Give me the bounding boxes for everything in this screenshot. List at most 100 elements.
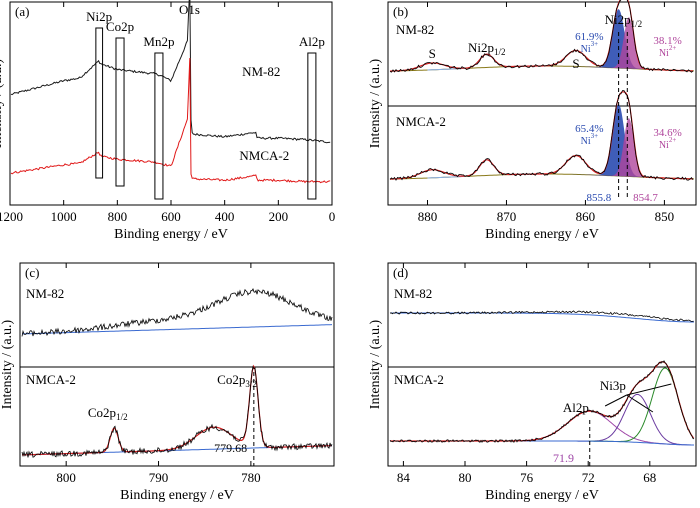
panel-b-ni3-label-top-subscript: 3+ [591,40,599,48]
panel-b-tick-label: 870 [497,209,517,224]
panel-d-x-label: Binding energy / eV [485,488,599,503]
panel-c-sample-bottom: NMCA-2 [26,372,76,387]
panel-c-tick-label: 780 [241,470,261,485]
panel-c-tick-label: 790 [149,470,169,485]
panel-c-nm82-background [22,324,333,335]
panel-b-tick-label: 880 [418,209,438,224]
panel-a-box-co2p [115,37,125,187]
panel-b-ni2-label-top-main: Ni [659,48,669,59]
panel-c-nmca2-raw [21,365,333,458]
panel-b-ni2p12-label: Ni2p1/2 [468,40,506,57]
panel-b-ni2p12-label-subscript: 1/2 [494,47,506,57]
panel-a-series-nmca-2 [10,57,331,184]
panel-d-nm82-raw [389,310,694,322]
panel-b-ni3-label-bottom-main: Ni [581,136,591,147]
panel-d-ni3p-arrow-3 [604,394,627,407]
panel-a-series-nm-82 [10,0,331,144]
panel-c-co2p32-label: Co2p3/2 [217,372,257,389]
panel-b-nmca2-ni2-component [585,118,673,179]
panel-b-ni3-label-bottom: Ni3+ [581,132,599,147]
panel-b-ni3-share-top: 61.9% [575,31,603,43]
panel-b-line-label-855-8: 855.8 [586,192,611,204]
panel-b-x-label: Binding energy / eV [485,227,599,242]
panel-b-y-label: Intensity / (a.u.) [368,58,383,148]
panel-c-x-label: Binding energy / eV [120,488,234,503]
panel-b-ni3-label-top-main: Ni [581,44,591,55]
panel-a-tick-label: 800 [108,209,128,224]
panel-d-sample-bottom: NMCA-2 [394,372,444,387]
panel-d-ni3p-label: Ni3p [600,378,626,393]
panel-d-panel-label: (d) [393,265,408,280]
panel-a-annotation-mn2p: Mn2p [143,34,174,49]
panel-d-nmca2-raw [389,360,695,444]
panel-a-tick-label: 200 [269,209,289,224]
panel-d-ni3p-arrow-1 [626,394,654,413]
panel-b-ni2-label-top-subscript: 2+ [669,44,677,52]
panel-a-tick-label: 1000 [51,209,77,224]
panel-b-ni2-share-top: 38.1% [653,35,681,47]
panel-b-ni3-share-bottom: 65.4% [575,123,603,135]
panel-a-tick-label: 1200 [0,209,23,224]
panel-b-nm82-raw [389,0,694,73]
panel-d-frame [387,262,697,467]
panel-b-ni2-label-bottom-subscript: 2+ [669,136,677,144]
panel-d-tick-label: 76 [520,470,534,485]
panel-a-annotation-al2p: Al2p [299,34,325,49]
panel-c-y-label: Intensity / (a.u.) [0,319,15,409]
panel-c-co2p12-label-main: Co2p [88,405,116,420]
panel-a-annotation-co2p: Co2p [106,19,134,34]
panel-d-tick-label: 80 [459,470,472,485]
panel-b-nmca2-ni3-component [569,104,665,178]
panel-b-ni3-label-bottom-subscript: 3+ [591,132,599,140]
panel-b-satellite-1: S [429,46,436,61]
panel-d-sample-top: NM-82 [394,286,432,301]
panel-b-ni2p12-label-main: Ni2p [468,40,494,55]
panel-d-al2p-component [495,410,680,446]
panel-d-tick-label: 84 [397,470,411,485]
panel-b-sample-bottom: NMCA-2 [396,114,446,129]
panel-b-ni2-label-top: Ni2+ [659,44,677,59]
panel-b-sample-top: NM-82 [396,22,434,37]
panel-c-co2p32-label-subscript: 3/2 [245,379,257,389]
panel-c-co2p32-label-main: Co2p [217,372,245,387]
panel-b-tick-label: 850 [655,209,675,224]
panel-c-tick-label: 800 [56,470,76,485]
panel-b-nmca2-fit [389,91,693,180]
panel-b-ni2-label-bottom: Ni2+ [659,136,677,151]
panel-a-box-mn2p [154,52,164,200]
panel-d-nm82-background [390,312,694,323]
panel-b-ni2-label-bottom-main: Ni [659,140,669,151]
panel-a-frame [9,1,333,206]
panel-a-box-al2p [307,52,317,200]
panel-c-co2p12-label-subscript: 1/2 [116,412,128,422]
panel-d-tick-label: 72 [582,470,595,485]
panel-d-tick-label: 68 [643,470,656,485]
panel-a-x-label: Binding energy / eV [114,227,228,242]
panel-c-sample-top: NM-82 [26,286,64,301]
panel-a-y-label: Intensity / (a.u.) [0,58,5,148]
panel-c-frame [19,262,335,467]
panel-b-nm82-ni3-component [569,9,665,71]
panel-c-panel-label: (c) [25,265,39,280]
panel-b-ni2-share-bottom: 34.6% [653,127,681,139]
panel-a-annotation-nm82: NM-82 [242,64,280,79]
panel-a-annotation-o1s: O1s [179,2,200,17]
panel-a-tick-label: 600 [161,209,181,224]
panel-b-tick-label: 860 [576,209,596,224]
panel-b-ni2p32-label-main: Ni2p [605,12,631,27]
panel-b-frame [387,1,697,206]
panel-a-tick-label: 0 [329,209,336,224]
panel-c-co2p12-label: Co2p1/2 [88,405,128,422]
panel-a-annotation-nmca2: NMCA-2 [239,148,289,163]
panel-c-peak-label: 779.68 [214,441,247,455]
panel-a-panel-label: (a) [15,4,29,19]
panel-b-satellite-2: S [572,56,579,71]
panel-c-nm82-raw [21,288,333,337]
panel-b-ni2p32-label-subscript: 1/2 [631,19,643,29]
panel-b-panel-label: (b) [393,4,408,19]
panel-b-ni3-label-top: Ni3+ [581,40,599,55]
panel-a-box-ni2p [95,27,104,179]
panel-b-line-label-854-7: 854.7 [633,192,658,204]
panel-d-al2p-label: Al2p [563,400,589,415]
